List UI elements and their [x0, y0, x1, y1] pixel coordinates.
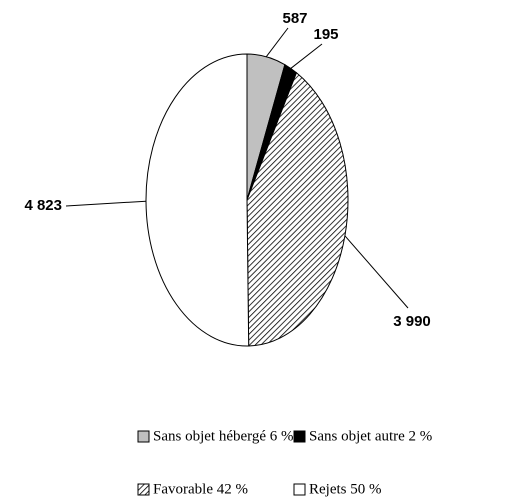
value-label: 4 823 [24, 197, 62, 214]
pie-slice [145, 53, 250, 347]
leader-line [65, 200, 147, 207]
value-label: 587 [282, 10, 307, 27]
legend-swatch [137, 483, 150, 496]
legend-label: Favorable 42 % [153, 481, 248, 497]
leader-line [344, 235, 409, 309]
leader-line [290, 43, 323, 69]
legend-swatch [293, 430, 306, 443]
value-label: 3 990 [393, 313, 431, 330]
legend-label: Rejets 50 % [309, 481, 382, 497]
legend-swatch [293, 483, 306, 496]
leader-line [265, 27, 289, 57]
legend-label: Sans objet autre 2 % [309, 428, 432, 444]
value-label: 195 [313, 26, 338, 43]
legend-label: Sans objet hébergé 6 % [153, 428, 294, 444]
legend-swatch [137, 430, 150, 443]
